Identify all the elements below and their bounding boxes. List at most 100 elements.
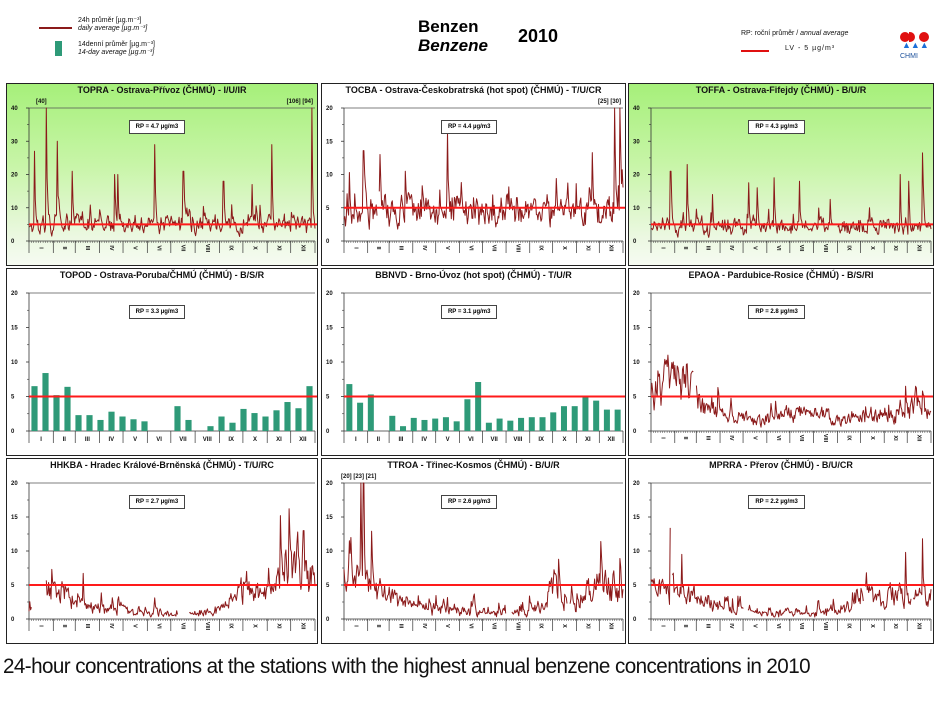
bar-14day-average bbox=[31, 386, 38, 431]
figure-caption: 24-hour concentrations at the stations w… bbox=[3, 654, 811, 678]
chart-panel-toffa: TOFFA - Ostrava-Fifejdy (ČHMÚ) - B/U/R 0 1… bbox=[628, 83, 934, 266]
logo-label: CHMI bbox=[900, 53, 918, 60]
series-daily-average bbox=[343, 482, 624, 618]
x-tick-label: IV bbox=[728, 435, 734, 441]
bar-14day-average bbox=[251, 413, 258, 431]
bar-14day-average bbox=[75, 415, 82, 431]
bar-14day-average bbox=[174, 406, 181, 431]
y-tick-label: 0 bbox=[11, 617, 15, 623]
limit-value-legend-line bbox=[741, 50, 769, 52]
x-tick-label: XII bbox=[916, 623, 922, 630]
x-tick-label: V bbox=[132, 246, 138, 250]
x-tick-label: III bbox=[705, 624, 711, 629]
off-scale-value-annotation: [20] [23] [21] bbox=[341, 474, 377, 480]
bar-14day-average bbox=[389, 415, 396, 431]
y-tick-label: 20 bbox=[326, 106, 333, 112]
bar-14day-average bbox=[119, 416, 126, 431]
y-tick-label: 5 bbox=[11, 583, 15, 589]
x-tick-label: XII bbox=[916, 435, 922, 442]
x-tick-label: XII bbox=[608, 623, 614, 630]
logo-half-dot-icon bbox=[909, 32, 915, 42]
y-tick-label: 0 bbox=[633, 239, 637, 245]
bar-14day-average bbox=[528, 417, 535, 431]
x-tick-label: XII bbox=[607, 437, 615, 443]
bar-14day-average bbox=[141, 421, 148, 431]
bar-14day-average bbox=[485, 422, 492, 431]
x-tick-label: III bbox=[397, 246, 403, 251]
x-tick-label: VII bbox=[179, 623, 185, 630]
y-tick-label: 10 bbox=[326, 173, 333, 179]
chart-title: TOPRA - Ostrava-Přívoz (ČHMÚ) - I/U/IR bbox=[77, 85, 247, 95]
x-tick-label: III bbox=[397, 624, 403, 629]
rp-legend: RP: roční průměr / annual average bbox=[741, 30, 848, 37]
x-tick-label: VII bbox=[179, 245, 185, 252]
y-tick-label: 5 bbox=[11, 395, 15, 401]
x-tick-label: XI bbox=[585, 437, 591, 443]
bar-14day-average bbox=[273, 410, 280, 431]
x-tick-label: VI bbox=[156, 623, 162, 629]
chart-panel-bbnvd: BBNVD - Brno-Úvoz (hot spot) (ČHMÚ) - T/… bbox=[321, 268, 626, 456]
x-tick-label: X bbox=[252, 246, 258, 250]
bar-14day-average bbox=[464, 399, 471, 431]
chart-panel-epaoa: EPAOA - Pardubice-Rosice (ČHMÚ) - B/S/RI… bbox=[628, 268, 934, 456]
chart-panel-ttroa: TTROA - Třinec-Kosmos (ČHMÚ) - B/U/R 0 5 10… bbox=[321, 458, 626, 644]
chart-title: EPAOA - Pardubice-Rosice (ČHMÚ) - B/S/RI bbox=[688, 270, 874, 280]
y-tick-label: 10 bbox=[11, 206, 18, 212]
x-tick-label: I bbox=[659, 437, 665, 439]
x-tick-label: X bbox=[561, 246, 567, 250]
y-tick-label: 20 bbox=[633, 173, 640, 179]
series-daily-average bbox=[28, 107, 316, 237]
x-tick-label: IV bbox=[108, 245, 114, 251]
x-tick-label: VIII bbox=[822, 244, 828, 253]
x-tick-label: IX bbox=[228, 623, 234, 629]
bar-14day-average bbox=[53, 395, 60, 431]
x-tick-label: I bbox=[352, 247, 358, 249]
x-tick-label: XII bbox=[299, 245, 305, 252]
x-tick-label: XI bbox=[276, 437, 282, 443]
y-tick-label: 30 bbox=[11, 139, 18, 145]
bar-14day-average bbox=[496, 418, 503, 431]
chart-panel-mprra: MPRRA - Přerov (ČHMÚ) - B/U/CR 0 5 10 15 20 I I… bbox=[628, 458, 934, 644]
x-tick-label: II bbox=[63, 437, 67, 443]
annual-average-box: RP = 3.1 µg/m3 bbox=[440, 305, 498, 319]
y-tick-label: 10 bbox=[633, 549, 640, 555]
y-tick-label: 40 bbox=[11, 106, 18, 112]
x-tick-label: II bbox=[61, 624, 67, 628]
bar-14day-average bbox=[108, 411, 115, 431]
bar-14day-average bbox=[432, 418, 439, 431]
x-tick-label: VII bbox=[798, 245, 804, 252]
chart-panel-hhkba: HHKBA - Hradec Králové-Brněnská (ČHMÚ) -… bbox=[6, 458, 318, 644]
limit-value-legend-text: LV - 5 µg/m³ bbox=[785, 45, 836, 52]
y-tick-label: 5 bbox=[633, 395, 637, 401]
x-tick-label: XI bbox=[584, 623, 590, 629]
page-title-cz: Benzen bbox=[418, 17, 479, 36]
chart-title: TOFFA - Ostrava-Fifejdy (ČHMÚ) - B/U/R bbox=[695, 85, 867, 95]
x-tick-label: X bbox=[869, 246, 875, 250]
x-tick-label: X bbox=[252, 624, 258, 628]
bar-14day-average bbox=[218, 416, 225, 431]
series-daily-average bbox=[650, 527, 932, 618]
x-tick-label: III bbox=[84, 246, 90, 251]
y-tick-label: 10 bbox=[11, 360, 18, 366]
off-scale-value-annotation: [25] [30] bbox=[597, 99, 621, 105]
bar-14day-average bbox=[295, 408, 302, 431]
logo-dot-left-icon bbox=[900, 32, 910, 42]
x-tick-label: VIII bbox=[514, 244, 520, 253]
x-tick-label: VII bbox=[491, 437, 499, 443]
x-tick-label: IV bbox=[728, 623, 734, 629]
bar-14day-average bbox=[571, 406, 578, 431]
rp-legend-cz: RP: roční průměr / bbox=[741, 30, 801, 37]
biweekly-average-legend-bar bbox=[55, 41, 62, 56]
bar-14day-average bbox=[507, 420, 514, 431]
x-tick-label: II bbox=[61, 246, 67, 250]
bar-14day-average bbox=[453, 421, 460, 431]
x-tick-label: VI bbox=[775, 623, 781, 629]
x-tick-label: XII bbox=[299, 623, 305, 630]
x-tick-label: XI bbox=[892, 623, 898, 629]
x-tick-label: X bbox=[869, 624, 875, 628]
bar-14day-average bbox=[262, 416, 269, 431]
bar-14day-average bbox=[550, 412, 557, 431]
y-tick-label: 10 bbox=[11, 549, 18, 555]
bar-14day-average bbox=[306, 386, 313, 431]
